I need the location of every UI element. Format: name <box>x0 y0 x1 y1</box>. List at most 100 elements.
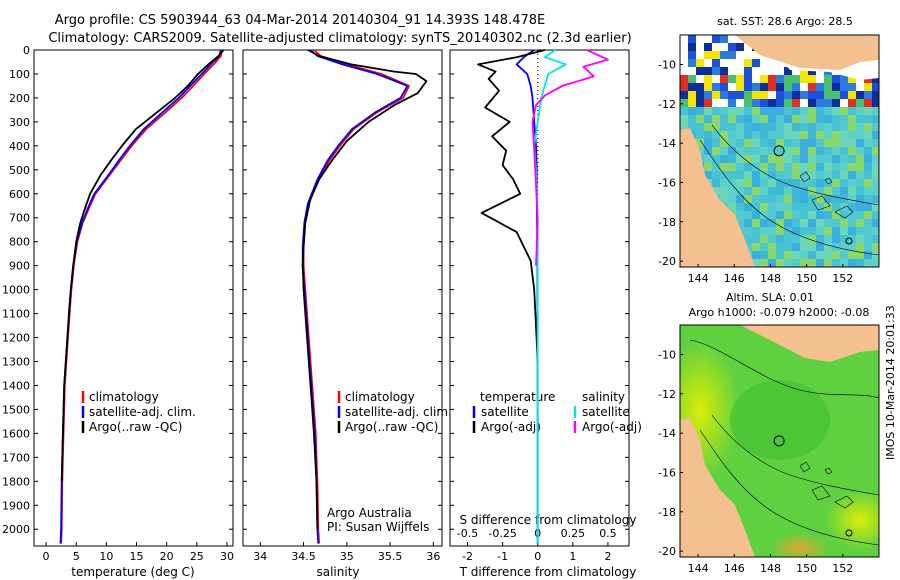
y-tick-label: 200 <box>9 92 30 105</box>
sst-cell <box>816 203 824 211</box>
sst-cell <box>744 75 752 83</box>
sst-cell <box>840 139 848 147</box>
sst-cell <box>840 171 848 179</box>
sst-cell <box>752 155 760 163</box>
sst-cell <box>752 115 760 123</box>
sst-cell <box>848 243 856 251</box>
sst-cell <box>720 43 728 51</box>
sst-cell <box>752 59 760 67</box>
sla-secondary-marker <box>845 529 853 537</box>
sst-cell <box>776 259 784 267</box>
sst-cell <box>784 203 792 211</box>
series-line-argo-raw-qc- <box>301 49 428 530</box>
sst-cell <box>752 171 760 179</box>
y-tick-label: 1100 <box>2 308 30 321</box>
sst-cell <box>720 51 728 59</box>
sst-cell <box>840 107 848 115</box>
sst-cell <box>720 131 728 139</box>
sst-cell <box>728 163 736 171</box>
sst-cell <box>720 155 728 163</box>
sst-cell <box>800 75 808 83</box>
sst-cell <box>840 211 848 219</box>
sst-cell <box>688 43 696 51</box>
sst-cell <box>720 195 728 203</box>
sst-cell <box>856 211 864 219</box>
sst-cell <box>768 155 776 163</box>
y-tick-label: 800 <box>9 236 30 249</box>
sst-cell <box>712 179 720 187</box>
sst-cell <box>712 51 720 59</box>
sst-cell <box>744 99 752 107</box>
sst-cell <box>856 251 864 259</box>
sst-cell <box>800 147 808 155</box>
x-tick-label: -2 <box>462 550 473 563</box>
sst-cell <box>864 139 872 147</box>
sst-cell <box>800 67 808 75</box>
sst-cell <box>848 75 856 83</box>
series-line-salinity-argo-adj- <box>531 49 609 266</box>
sst-cell <box>776 203 784 211</box>
sst-land-australia <box>680 128 755 267</box>
sst-cell <box>744 219 752 227</box>
sst-cell <box>848 187 856 195</box>
sst-cell <box>760 227 768 235</box>
legend-label-s-argo: Argo(-adj) <box>582 420 642 434</box>
sst-cell <box>760 235 768 243</box>
sst-cell <box>872 147 879 155</box>
sst-cell <box>824 99 832 107</box>
sst-cell <box>784 83 792 91</box>
sst-cell <box>864 83 872 91</box>
sst-cell <box>680 115 688 123</box>
sst-cell <box>696 123 704 131</box>
sst-cell <box>728 99 736 107</box>
sst-cell <box>752 67 760 75</box>
sst-cell <box>840 99 848 107</box>
sst-cell <box>760 139 768 147</box>
sst-cell <box>832 83 840 91</box>
sst-cell <box>864 227 872 235</box>
sst-cell <box>808 171 816 179</box>
sst-cell <box>680 59 688 67</box>
sst-cell <box>808 195 816 203</box>
sst-cell <box>848 163 856 171</box>
sst-cell <box>792 227 800 235</box>
sst-cell <box>816 187 824 195</box>
sst-cell <box>808 179 816 187</box>
sst-cell <box>704 131 712 139</box>
sst-cell <box>816 155 824 163</box>
sst-cell <box>768 259 776 267</box>
sst-cell <box>840 147 848 155</box>
map-y-tick-label: -20 <box>658 545 676 558</box>
legend-label-climatology: climatology <box>345 390 415 404</box>
sst-land-new-guinea <box>680 35 879 70</box>
sst-cell <box>856 115 864 123</box>
sst-cell <box>776 163 784 171</box>
sst-cell <box>744 227 752 235</box>
y-tick-label: 1300 <box>2 355 30 368</box>
sst-cell <box>760 91 768 99</box>
x-tick-label: 1 <box>569 550 576 563</box>
y-tick-label: 1600 <box>2 427 30 440</box>
sst-cell <box>680 107 688 115</box>
sst-cell <box>864 123 872 131</box>
sst-cell <box>832 195 840 203</box>
sst-cell <box>712 59 720 67</box>
sst-cell <box>800 203 808 211</box>
sst-cell <box>752 203 760 211</box>
sst-cell <box>712 107 720 115</box>
sst-cell <box>680 67 688 75</box>
sst-cell <box>864 187 872 195</box>
sst-cell <box>832 155 840 163</box>
sst-cell <box>680 91 688 99</box>
sst-cell <box>728 123 736 131</box>
sst-cell <box>720 179 728 187</box>
x-tick-label: 35.5 <box>378 550 403 563</box>
sst-cell <box>824 211 832 219</box>
sst-cell <box>752 51 760 59</box>
sst-cell <box>792 83 800 91</box>
sst-cell <box>792 251 800 259</box>
sst-cell <box>840 235 848 243</box>
sst-cell <box>728 59 736 67</box>
sst-cell <box>872 91 879 99</box>
sst-cell <box>840 75 848 83</box>
